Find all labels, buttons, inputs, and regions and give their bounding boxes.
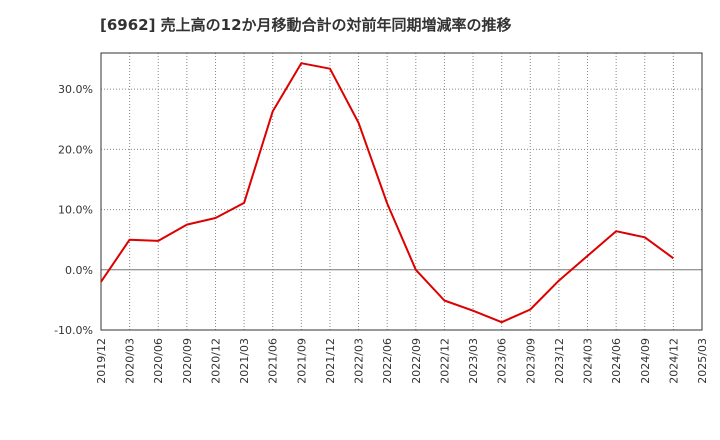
data-point: [615, 230, 617, 232]
x-tick-label: 2023/03: [467, 338, 480, 384]
data-point: [443, 299, 445, 301]
x-tick-label: 2021/12: [324, 338, 337, 384]
x-tick-label: 2021/09: [295, 338, 308, 384]
data-point: [329, 68, 331, 70]
x-tick-label: 2019/12: [95, 338, 108, 384]
x-tick-label: 2020/09: [181, 338, 194, 384]
y-tick-label: -10.0%: [54, 324, 93, 337]
data-point: [243, 202, 245, 204]
x-tick-label: 2023/06: [496, 338, 509, 384]
plot-border: [100, 52, 703, 331]
data-point: [644, 236, 646, 238]
data-point: [672, 257, 674, 259]
data-point: [214, 217, 216, 219]
plot-area: [101, 53, 702, 330]
data-point: [300, 62, 302, 64]
data-point: [501, 321, 503, 323]
data-point: [529, 309, 531, 311]
y-tick-label: 30.0%: [58, 83, 93, 96]
y-tick-label: 10.0%: [58, 204, 93, 217]
x-tick-label: 2021/06: [267, 338, 280, 384]
x-tick-label: 2024/03: [582, 338, 595, 384]
x-tick-label: 2025/03: [696, 338, 709, 384]
x-tick-label: 2020/12: [209, 338, 222, 384]
x-tick-label: 2022/03: [353, 338, 366, 384]
series-line: [100, 62, 674, 324]
data-point: [358, 122, 360, 124]
data-point: [157, 240, 159, 242]
x-tick-label: 2022/09: [410, 338, 423, 384]
x-tick-label: 2023/12: [553, 338, 566, 384]
x-tick-label: 2022/12: [438, 338, 451, 384]
data-point: [129, 239, 131, 241]
data-point: [472, 310, 474, 312]
x-tick-label: 2024/12: [667, 338, 680, 384]
chart-title: [6962] 売上高の12か月移動合計の対前年同期増減率の推移: [100, 16, 512, 34]
x-tick-label: 2022/06: [381, 338, 394, 384]
y-tick-label: 0.0%: [65, 264, 93, 277]
x-tick-label: 2024/06: [610, 338, 623, 384]
data-point: [415, 269, 417, 271]
data-point: [186, 224, 188, 226]
x-tick-label: 2024/09: [639, 338, 652, 384]
x-tick-label: 2021/03: [238, 338, 251, 384]
data-point: [100, 281, 102, 283]
data-point: [272, 110, 274, 112]
data-point: [587, 255, 589, 257]
data-point: [386, 203, 388, 205]
x-tick-label: 2020/03: [124, 338, 137, 384]
data-point: [558, 280, 560, 282]
y-tick-label: 20.0%: [58, 143, 93, 156]
x-tick-label: 2023/09: [524, 338, 537, 384]
x-tick-label: 2020/06: [152, 338, 165, 384]
